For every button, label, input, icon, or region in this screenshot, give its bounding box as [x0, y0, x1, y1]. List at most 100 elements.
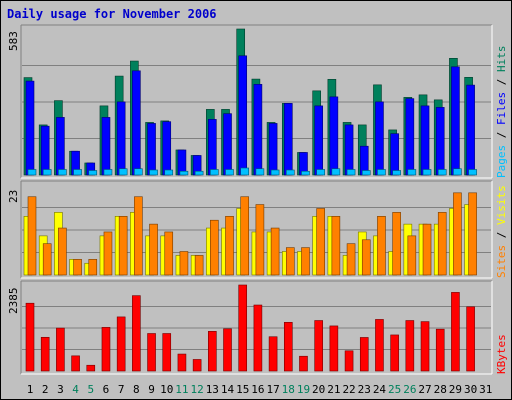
bar-sites-day-18: [285, 247, 295, 276]
bar-sites-day-10: [164, 231, 174, 276]
day-label-20: 20: [312, 383, 325, 396]
day-label-6: 6: [103, 383, 110, 396]
bar-sites-day-14: [225, 216, 234, 276]
max-value-label: 2385: [7, 288, 20, 315]
day-label-18: 18: [282, 383, 295, 396]
bar-pages-day-7: [118, 168, 128, 176]
bar-kbytes-day-24: [375, 319, 384, 372]
bar-kbytes-day-26: [405, 320, 415, 372]
bar-sites-day-20: [316, 208, 325, 276]
bar-files-day-26: [405, 98, 415, 176]
day-label-5: 5: [87, 383, 94, 396]
bar-files-day-15: [238, 55, 248, 176]
bar-sites-day-6: [103, 231, 113, 276]
bar-pages-day-13: [210, 169, 219, 176]
day-label-1: 1: [27, 383, 34, 396]
bar-pages-day-21: [331, 168, 341, 176]
bar-kbytes-day-9: [147, 333, 156, 372]
bar-kbytes-day-27: [420, 321, 430, 372]
max-value-label: 583: [7, 31, 20, 51]
bar-files-day-2: [40, 125, 50, 176]
bar-files-day-1: [25, 80, 35, 176]
bar-kbytes-day-14: [223, 328, 232, 372]
day-label-30: 30: [464, 383, 477, 396]
bar-pages-day-12: [194, 170, 204, 176]
bar-files-day-14: [223, 113, 232, 176]
day-label-13: 13: [206, 383, 219, 396]
bar-pages-day-6: [103, 169, 113, 176]
bar-sites-day-11: [179, 251, 189, 276]
bar-kbytes-day-29: [451, 292, 460, 372]
bar-sites-day-25: [392, 212, 401, 276]
bar-kbytes-day-8: [132, 295, 141, 372]
bar-pages-day-30: [468, 169, 477, 176]
bar-sites-day-15: [240, 196, 250, 276]
day-label-17: 17: [266, 383, 279, 396]
bar-pages-day-5: [88, 170, 98, 176]
bar-files-day-16: [253, 84, 263, 176]
day-label-4: 4: [72, 383, 79, 396]
bar-sites-day-8: [134, 196, 143, 276]
bar-pages-day-25: [392, 170, 401, 176]
bar-kbytes-day-3: [56, 327, 65, 372]
day-label-27: 27: [418, 383, 431, 396]
bar-kbytes-day-4: [71, 355, 80, 372]
bar-kbytes-day-16: [253, 304, 263, 372]
side-label-part: /: [495, 72, 508, 92]
day-label-26: 26: [403, 383, 416, 396]
bar-kbytes-day-5: [86, 364, 96, 372]
bar-pages-day-23: [361, 170, 371, 176]
bar-files-day-30: [466, 84, 475, 176]
bar-files-day-7: [116, 101, 126, 176]
bar-kbytes-day-6: [101, 327, 111, 372]
bar-kbytes-day-12: [192, 359, 202, 372]
day-label-8: 8: [133, 383, 140, 396]
bar-files-day-9: [147, 123, 156, 176]
bar-kbytes-day-18: [283, 322, 293, 372]
bar-sites-day-30: [468, 192, 477, 276]
bar-pages-day-2: [42, 169, 52, 176]
bar-pages-day-24: [377, 169, 386, 176]
bar-pages-day-17: [270, 169, 280, 176]
bar-sites-day-24: [377, 216, 386, 276]
bar-pages-day-18: [285, 169, 295, 176]
day-label-19: 19: [297, 383, 310, 396]
side-label-part: /: [495, 225, 508, 245]
bar-sites-day-22: [346, 243, 356, 276]
day-label-11: 11: [175, 383, 188, 396]
day-label-14: 14: [221, 383, 235, 396]
day-label-15: 15: [236, 383, 249, 396]
bar-pages-day-20: [316, 169, 325, 176]
bar-pages-day-22: [346, 169, 356, 176]
bar-pages-day-3: [58, 169, 67, 176]
bar-kbytes-day-15: [238, 284, 248, 372]
max-value-label: 23: [7, 190, 20, 203]
bar-pages-day-1: [27, 169, 37, 176]
bar-sites-day-7: [118, 216, 128, 276]
bar-pages-day-27: [422, 169, 432, 176]
day-label-21: 21: [327, 383, 340, 396]
bar-sites-day-13: [210, 219, 219, 276]
day-label-31: 31: [479, 383, 492, 396]
bar-kbytes-day-25: [390, 334, 399, 372]
bar-kbytes-day-11: [177, 353, 187, 372]
bar-sites-day-26: [407, 235, 417, 276]
bar-files-day-25: [390, 133, 399, 176]
day-label-9: 9: [148, 383, 155, 396]
bar-files-day-17: [268, 123, 278, 176]
day-label-24: 24: [373, 383, 387, 396]
bar-sites-day-17: [270, 227, 280, 276]
bar-sites-day-19: [301, 247, 310, 276]
bar-pages-day-15: [240, 167, 250, 176]
side-label-part: Pages: [495, 145, 508, 178]
bar-kbytes-day-28: [435, 328, 445, 372]
bar-pages-day-14: [225, 169, 234, 176]
bar-sites-day-4: [73, 259, 82, 276]
series-side-label: KBytes: [495, 334, 508, 374]
series-side-label: Sites / Visits: [495, 185, 508, 278]
bar-sites-day-21: [331, 216, 341, 276]
bar-kbytes-day-7: [116, 316, 126, 372]
bar-files-day-18: [283, 103, 293, 176]
